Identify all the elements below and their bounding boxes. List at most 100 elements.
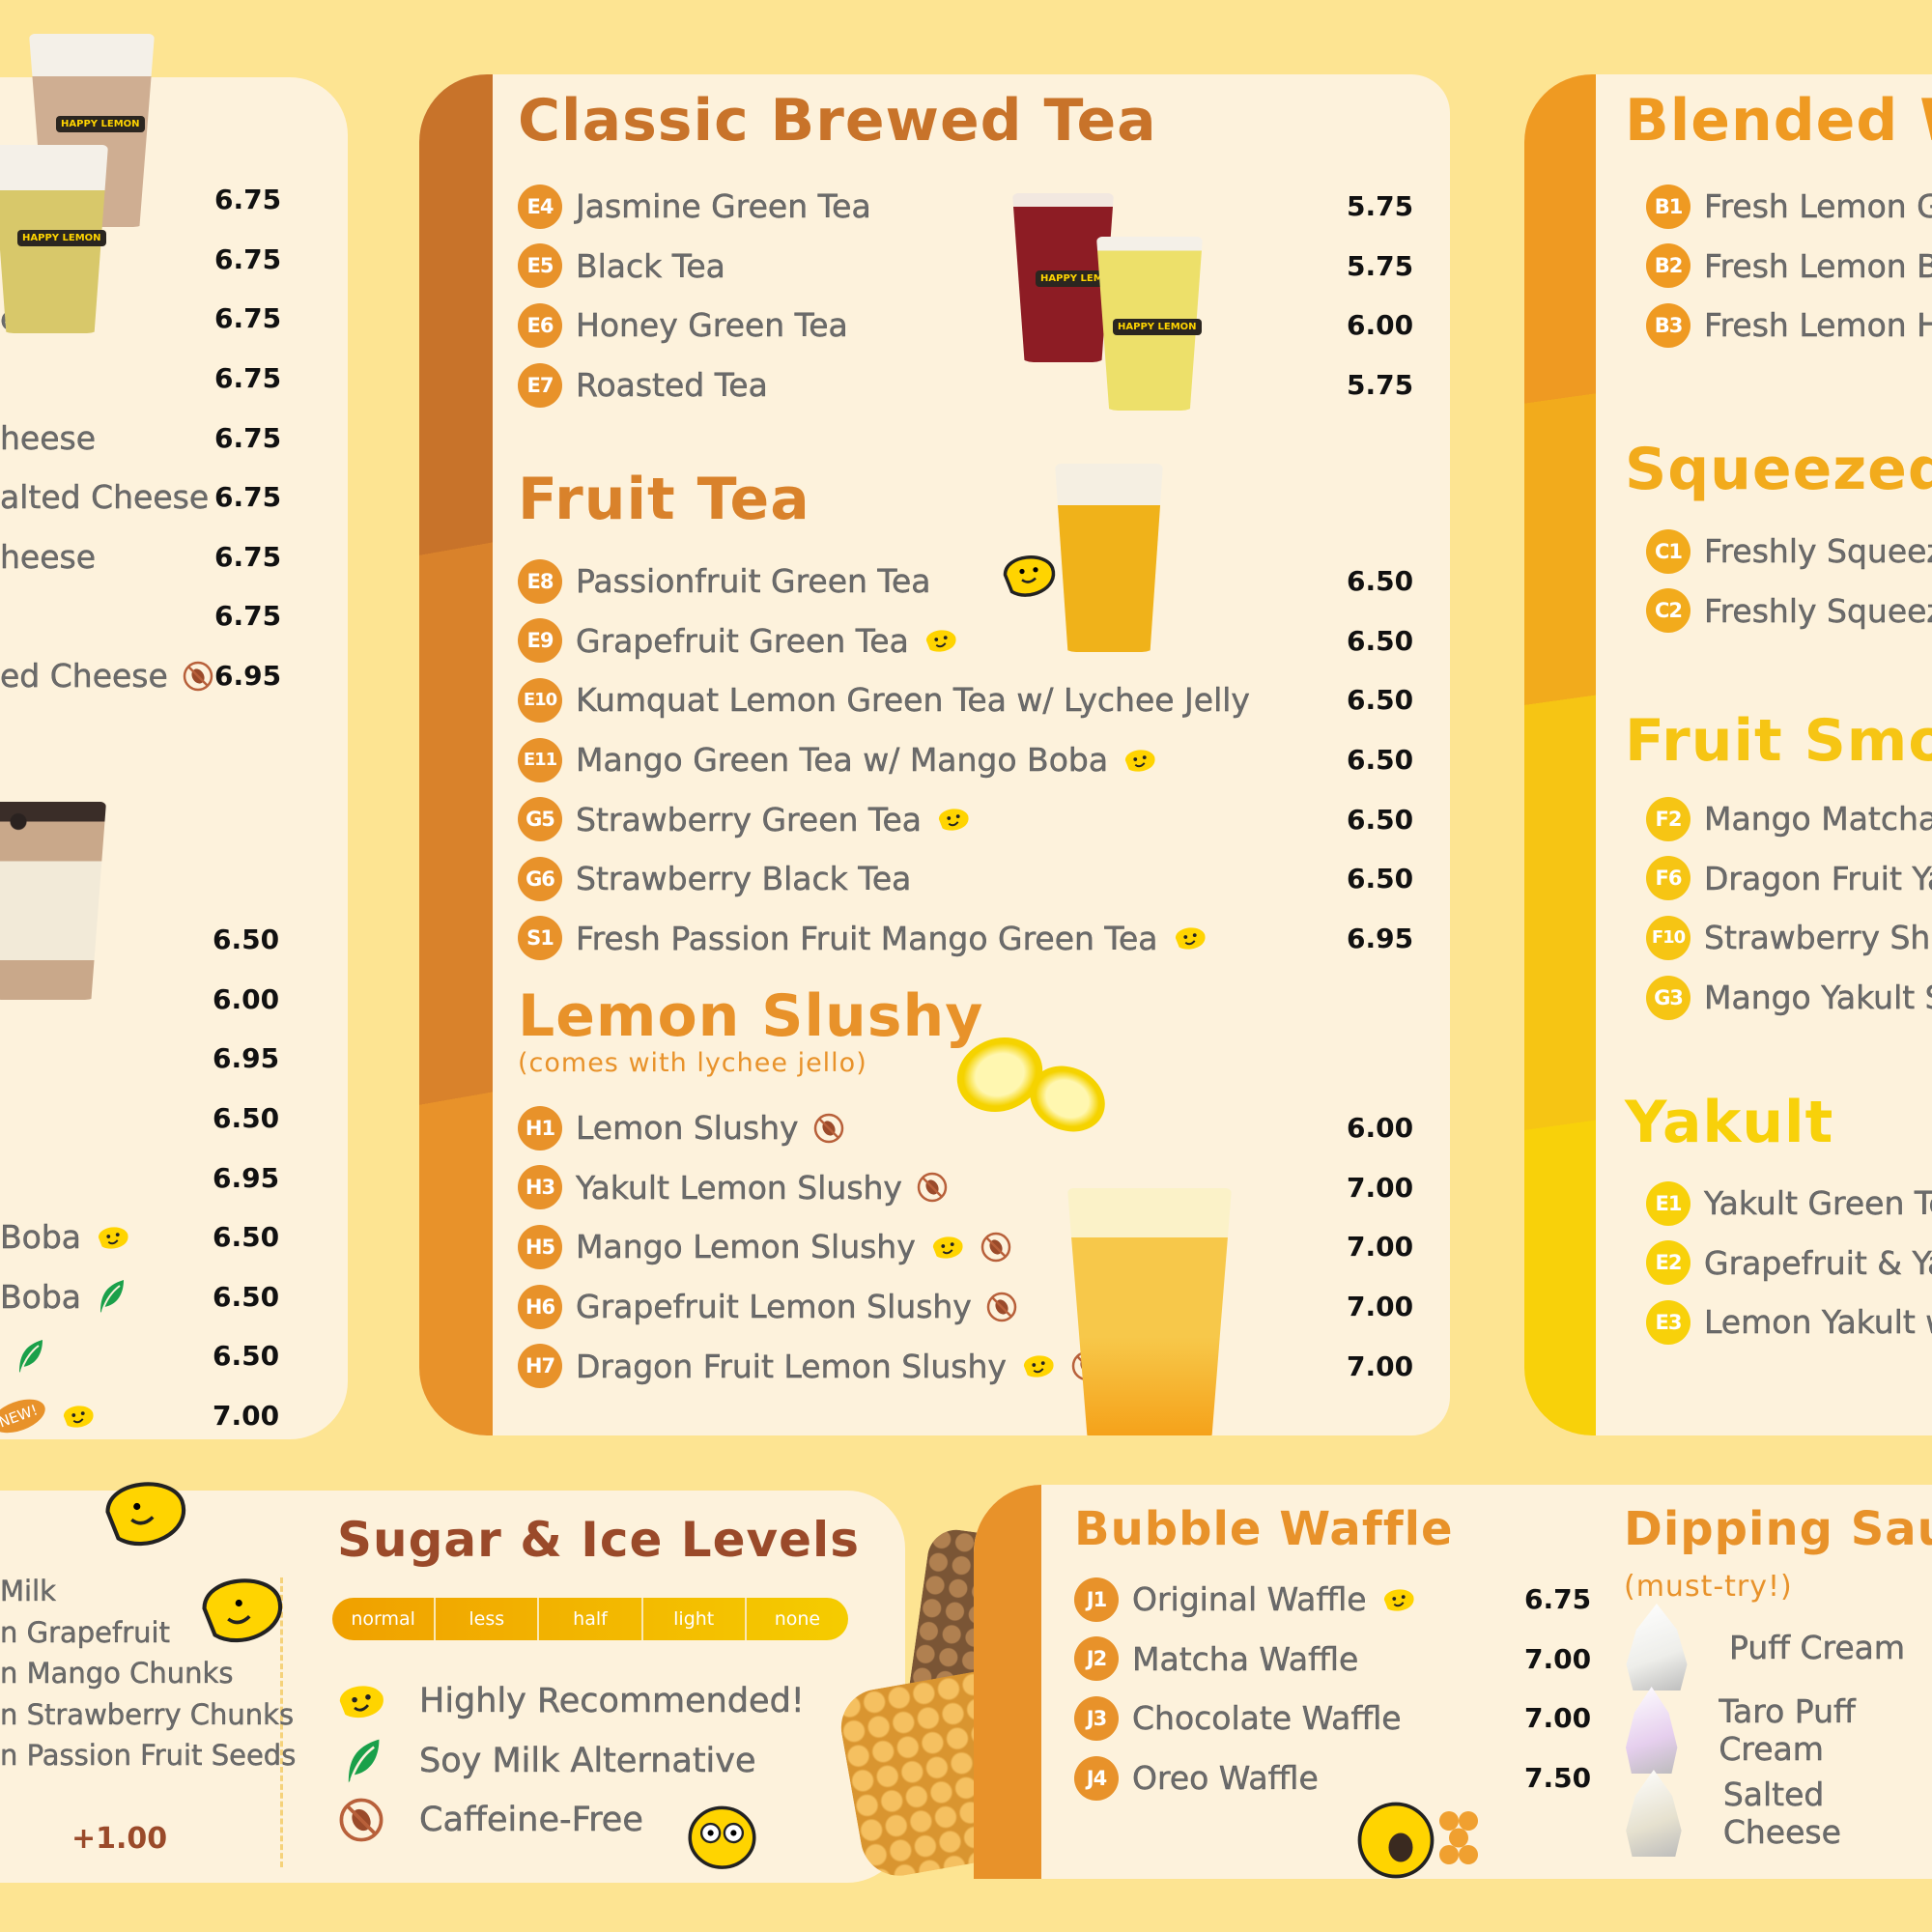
menu-item[interactable]: B1 Fresh Lemon Gre [1646,177,1932,237]
middle-menu-panel [419,74,1450,1435]
menu-item[interactable]: G6 Strawberry Black Tea 6.50 [518,849,1416,909]
menu-item[interactable]: S1 Fresh Passion Fruit Mango Green Tea 6.9… [518,909,1416,969]
lemon-mascot-icon [995,541,1063,612]
level-none[interactable]: none [774,1608,821,1630]
section-item-list: H1 Lemon Slushy 6.00 H3 Yakult Lemon Slushy 7… [518,1098,1416,1396]
item-code-badge: E3 [1646,1299,1690,1345]
item-code-badge: E7 [518,362,562,408]
caffeine-free-icon [916,1171,949,1204]
item-price: 6.75 [1524,1583,1592,1616]
item-price: 7.00 [213,1400,280,1433]
item-price: 7.50 [1524,1762,1592,1795]
menu-item[interactable]: H6 Grapefruit Lemon Slushy 7.00 [518,1277,1416,1337]
menu-item[interactable]: C1 Freshly Squeezed [1646,522,1932,582]
item-price: 6.50 [1347,684,1414,717]
menu-item[interactable]: 6.75 [0,230,348,290]
waffle-list: J1 Original Waffle 6.75 J2 Matcha Waffle 7.00… [1074,1570,1596,1807]
menu-item[interactable]: 6.50 [0,1326,348,1386]
item-name: Mango Lemon Slushy [576,1228,916,1266]
left-list-group-2: 6.50 6.00 6.95 6.50 6.95 Boba 6.50 Boba 6.50 6.50… [0,910,348,1439]
menu-item[interactable]: F10 Strawberry Short [1646,908,1932,968]
section-title: Classic Brewed Tea [518,87,1157,155]
menu-item[interactable]: B3 Fresh Lemon Hon [1646,296,1932,355]
menu-item[interactable]: J2 Matcha Waffle 7.00 [1074,1630,1596,1690]
item-code-badge: E8 [518,558,562,604]
item-price: 6.50 [1347,863,1414,895]
menu-item[interactable]: E6 Honey Green Tea 6.00 [518,296,1416,355]
sauce-item[interactable]: Salted Cheese [1623,1770,1932,1857]
menu-item[interactable]: E2 Grapefruit & Yaku [1646,1234,1932,1293]
section-item-list: E8 Passionfruit Green Tea 6.50 E9 Grapefruit… [518,552,1416,968]
section-title: Blended W [1625,87,1932,155]
sauce-item[interactable]: Puff Cream [1623,1604,1905,1690]
menu-item[interactable]: J3 Chocolate Waffle 7.00 [1074,1689,1596,1748]
menu-item[interactable]: alted Cheese 6.75 [0,468,348,527]
sauce-name: Salted Cheese [1722,1776,1841,1851]
menu-item[interactable]: E3 Lemon Yakult w/ [1646,1293,1932,1352]
section-item-list: E4 Jasmine Green Tea 5.75 E5 Black Tea 5.75 E6… [518,177,1416,414]
item-price: 6.50 [213,1102,280,1135]
menu-item[interactable]: E4 Jasmine Green Tea 5.75 [518,177,1416,237]
menu-item[interactable]: 6.75 [0,170,348,230]
level-less[interactable]: less [436,1598,540,1640]
item-code-badge: H1 [518,1105,562,1151]
item-name: Fresh Passion Fruit Mango Green Tea [576,919,1158,957]
item-code-badge: J4 [1074,1755,1119,1801]
menu-item[interactable]: E5 Black Tea 5.75 [518,237,1416,297]
menu-item[interactable]: 6.75 [0,349,348,409]
menu-item[interactable]: 6.00 [0,970,348,1030]
menu-item[interactable]: 6.95 [0,1148,348,1208]
menu-item[interactable]: E7 Roasted Tea 5.75 [518,355,1416,415]
menu-item[interactable]: Boba 6.50 [0,1208,348,1267]
menu-item[interactable]: E1 Yakult Green Tea [1646,1174,1932,1234]
lemon-mascot-glasses-icon [676,1787,768,1883]
menu-item[interactable]: H7 Dragon Fruit Lemon Slushy 7.00 [518,1336,1416,1396]
menu-item[interactable]: H1 Lemon Slushy 6.00 [518,1098,1416,1158]
menu-item[interactable]: F6 Dragon Fruit Yak [1646,849,1932,909]
item-name: Chocolate Waffle [1132,1699,1402,1738]
sauce-name: Taro Puff Cream [1719,1692,1856,1768]
item-price: 6.50 [1347,803,1414,836]
level-half[interactable]: half [539,1598,643,1640]
menu-item[interactable]: 6.75 [0,586,348,646]
item-code-badge: E6 [518,302,562,348]
caffeine-free-icon [182,660,214,693]
menu-item[interactable]: Boba 6.50 [0,1267,348,1327]
item-name: Original Waffle [1132,1580,1367,1619]
item-name: Grapefruit Green Tea [576,621,909,660]
menu-item[interactable]: J4 Oreo Waffle 7.50 [1074,1748,1596,1808]
recommended-icon [60,1400,97,1433]
item-code-badge: C1 [1646,528,1690,574]
menu-item[interactable]: E9 Grapefruit Green Tea 6.50 [518,611,1416,671]
menu-item[interactable]: G5 Strawberry Green Tea 6.50 [518,789,1416,849]
level-light[interactable]: light [643,1598,747,1640]
level-normal[interactable]: normal [332,1598,437,1640]
menu-item[interactable]: ed Cheese 6.95 [0,646,348,706]
item-price: 6.50 [213,1340,280,1373]
item-name: Dragon Fruit Lemon Slushy [576,1347,1007,1385]
menu-item[interactable]: H5 Mango Lemon Slushy 7.00 [518,1217,1416,1277]
legend-item: Caffeine-Free [332,1791,643,1849]
menu-item[interactable]: H3 Yakult Lemon Slushy 7.00 [518,1158,1416,1218]
menu-item[interactable]: E10 Kumquat Lemon Green Tea w/ Lychee Jel… [518,670,1416,730]
menu-item[interactable]: heese 6.75 [0,408,348,468]
menu-item[interactable]: B2 Fresh Lemon Bla [1646,237,1932,297]
menu-item[interactable]: E8 Passionfruit Green Tea 6.50 [518,552,1416,611]
menu-item[interactable]: 6.95 [0,1029,348,1089]
menu-item[interactable]: G3 Mango Yakult Sm [1646,968,1932,1028]
menu-item[interactable]: F2 Mango Matcha [1646,789,1932,849]
sauce-item[interactable]: Taro Puff Cream [1623,1687,1932,1774]
panel-color-stripe [419,74,493,1435]
item-price: 6.00 [1347,1112,1414,1145]
menu-item[interactable]: 6.50 [0,910,348,970]
sauce-swirl-image [1626,1770,1682,1857]
menu-item[interactable]: NEW! 7.00 [0,1386,348,1439]
fruit-tea-cup-image [1055,464,1163,652]
menu-item[interactable]: C2 Freshly Squeezed [1646,582,1932,641]
item-code-badge: H7 [518,1344,562,1389]
item-price: 6.50 [213,1221,280,1254]
menu-item[interactable]: 6.50 [0,1089,348,1149]
menu-item[interactable]: heese 6.75 [0,527,348,587]
menu-item[interactable]: J1 Original Waffle 6.75 [1074,1570,1596,1630]
menu-item[interactable]: E11 Mango Green Tea w/ Mango Boba 6.50 [518,730,1416,790]
